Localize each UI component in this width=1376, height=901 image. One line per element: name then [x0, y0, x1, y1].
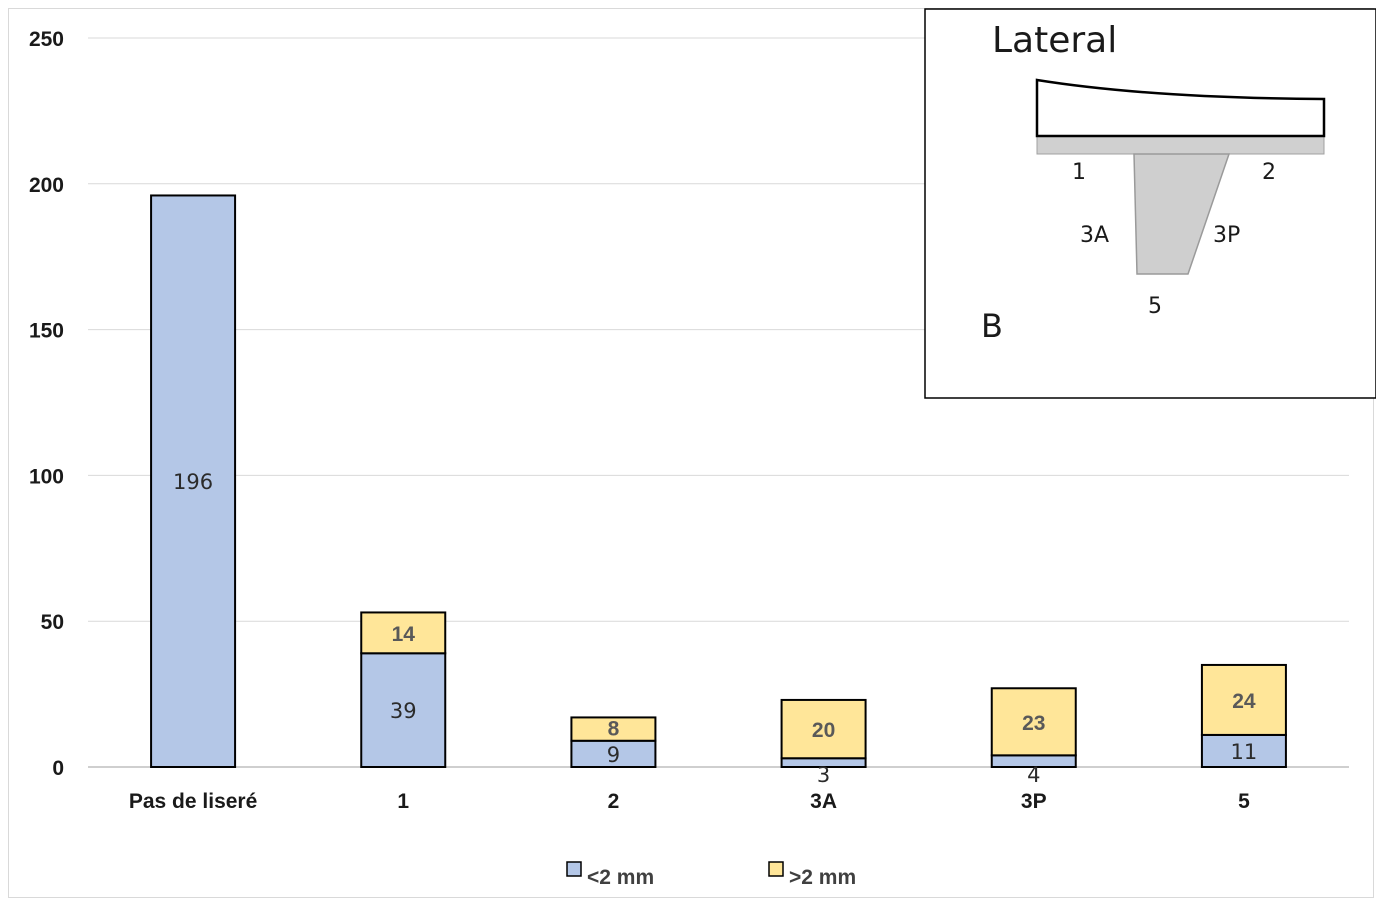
- inset-diagram: Lateral 1 2 3A 3P 5 B: [924, 8, 1376, 399]
- x-category-label: 3P: [1021, 790, 1047, 813]
- data-label-lt2mm: 39: [390, 699, 417, 723]
- y-tick-label: 0: [52, 757, 64, 780]
- y-tick-label: 50: [41, 611, 64, 634]
- x-category-label: 5: [1238, 790, 1250, 813]
- zone-label-2: 2: [1262, 160, 1276, 185]
- x-category-label: Pas de liseré: [129, 790, 257, 813]
- bar-segment-gt2mm: [570, 716, 657, 742]
- tibial-tray-shape: [1035, 78, 1326, 138]
- data-labels: 196 39 14 9 8 3 20 4 23 11 24: [173, 470, 1257, 787]
- bar-segment-gt2mm: [360, 611, 447, 655]
- y-tick-label: 200: [29, 174, 64, 197]
- zone-label-1: 1: [1072, 160, 1086, 185]
- x-category-label: 1: [397, 790, 409, 813]
- data-label-lt2mm: 3: [817, 763, 830, 787]
- bar-segment-gt2mm: [780, 698, 867, 760]
- bar-segment-gt2mm: [990, 687, 1077, 757]
- y-tick-label: 250: [29, 28, 64, 51]
- data-label-gt2mm: 14: [392, 623, 416, 646]
- data-label-lt2mm: 9: [607, 743, 620, 767]
- data-label-lt2mm: 196: [173, 470, 213, 494]
- data-label-gt2mm: 20: [812, 719, 835, 742]
- chart-frame: [8, 8, 1374, 898]
- data-label-gt2mm: 24: [1232, 690, 1256, 713]
- y-tick-label: 100: [29, 465, 64, 488]
- x-category-label: 3A: [810, 790, 837, 813]
- zone-label-3p: 3P: [1213, 223, 1240, 248]
- legend-swatch-gt2mm: [768, 861, 784, 877]
- data-label-gt2mm: 23: [1022, 712, 1045, 735]
- panel-letter: B: [981, 307, 1003, 345]
- keel-shape: [1133, 153, 1231, 275]
- tray-shadow: [1036, 135, 1325, 155]
- legend-label-gt2mm: >2 mm: [789, 866, 856, 889]
- inset-title: Lateral: [992, 20, 1117, 61]
- data-label-gt2mm: 8: [608, 717, 620, 740]
- x-category-label: 2: [608, 790, 620, 813]
- x-axis-categories: Pas de liseré 1 2 3A 3P 5: [129, 790, 1250, 813]
- legend-label-lt2mm: <2 mm: [587, 866, 654, 889]
- bar-segment-lt2mm: [150, 194, 237, 769]
- bar-segment-gt2mm: [1200, 663, 1287, 736]
- y-axis-ticks: 0 50 100 150 200 250: [29, 28, 64, 780]
- bars: [150, 194, 1287, 769]
- legend: <2 mm >2 mm: [566, 861, 856, 889]
- data-label-lt2mm: 11: [1231, 740, 1258, 764]
- bar-segment-lt2mm: [1200, 733, 1287, 769]
- legend-swatch-lt2mm: [566, 861, 582, 877]
- zone-label-5: 5: [1148, 294, 1162, 319]
- bar-segment-lt2mm: [360, 652, 447, 768]
- data-label-lt2mm: 4: [1027, 763, 1040, 787]
- zone-label-3a: 3A: [1080, 223, 1109, 248]
- y-tick-label: 150: [29, 320, 64, 343]
